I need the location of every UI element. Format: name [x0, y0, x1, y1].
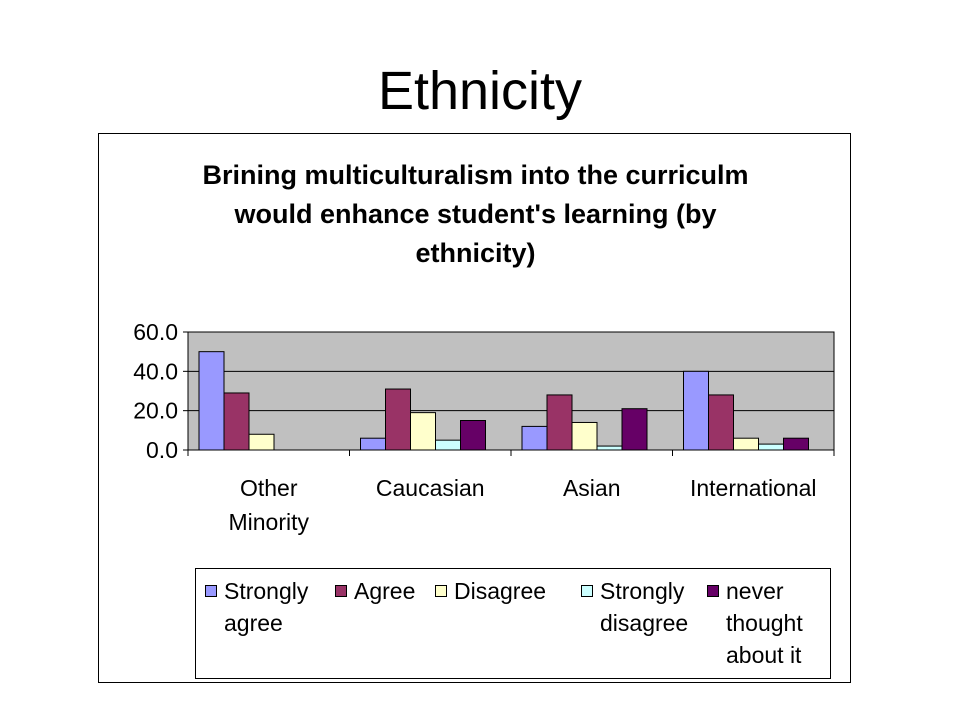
bar: [360, 437, 386, 451]
bar: [683, 370, 709, 451]
bar: [198, 351, 225, 451]
chart-title-line: ethnicity): [415, 238, 536, 268]
bar: [708, 394, 734, 451]
bar: [571, 421, 598, 451]
legend-label: Strongly disagree: [600, 578, 689, 636]
legend-swatch: [205, 585, 217, 597]
bar: [621, 408, 648, 451]
legend-swatch: [335, 585, 347, 597]
bar: [758, 443, 784, 451]
bar: [521, 425, 548, 451]
bar: [596, 445, 623, 451]
y-tick-label: 20.0: [133, 398, 178, 424]
bar: [248, 433, 275, 451]
legend-label: Strongly agree: [224, 578, 309, 636]
x-category-label: Minority: [228, 509, 309, 535]
legend-label: Agree: [354, 578, 416, 604]
chart-title: Brining multiculturalism into the curric…: [99, 156, 852, 273]
x-category-label: Other: [240, 475, 298, 501]
x-category-label: International: [690, 475, 817, 501]
bar: [546, 394, 573, 451]
y-tick-label: 40.0: [133, 358, 178, 384]
legend-label: never thought about it: [726, 578, 803, 668]
legend-swatch: [707, 585, 719, 597]
y-tick-label: 0.0: [146, 437, 178, 463]
legend-swatch: [581, 585, 593, 597]
plot-area: 0.0 20.0 40.0 60.0 Other Minority Caucasian Asi…: [133, 319, 835, 535]
x-category-label: Asian: [563, 475, 621, 501]
x-category-label: Caucasian: [376, 475, 485, 501]
bar: [385, 388, 411, 451]
legend-label: Disagree: [454, 578, 547, 604]
bar: [733, 437, 759, 451]
plot-background: [187, 331, 835, 451]
bar: [783, 437, 809, 451]
bar: [410, 412, 436, 451]
chart-title-line: would enhance student's learning (by: [234, 199, 717, 229]
bar: [435, 439, 461, 451]
chart-legend: Strongly agree Agree Disagree Strongly disa…: [195, 568, 831, 679]
chart-area: Brining multiculturalism into the curric…: [98, 133, 851, 683]
bar: [223, 392, 250, 451]
slide-title: Ethnicity: [377, 61, 583, 121]
bar: [460, 420, 486, 451]
y-tick-label: 60.0: [133, 319, 178, 345]
chart-title-line: Brining multiculturalism into the curric…: [202, 160, 749, 190]
legend-swatch: [435, 585, 447, 597]
